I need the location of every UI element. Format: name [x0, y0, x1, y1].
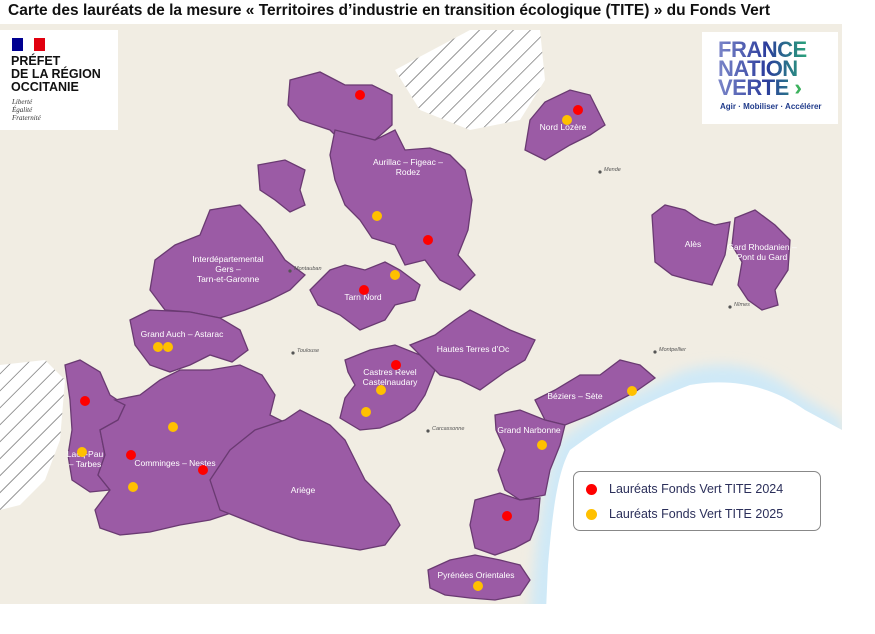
city-label: Nîmes — [734, 302, 750, 308]
laureate-marker-2025 — [473, 581, 483, 591]
laureate-marker-2024 — [126, 450, 136, 460]
legend-item-2024: Lauréats Fonds Vert TITE 2024 — [586, 482, 783, 496]
territory-area — [408, 309, 536, 391]
territory-area — [469, 492, 541, 556]
laureate-marker-2025 — [168, 422, 178, 432]
laureate-marker-2024 — [573, 105, 583, 115]
territory-label: Interdépartemental Gers – Tarn-et-Garonne — [192, 254, 263, 284]
laureate-marker-2025 — [372, 211, 382, 221]
territory-area — [651, 204, 731, 286]
city-marker — [288, 269, 292, 273]
city-label: Toulouse — [297, 348, 319, 354]
logo-line: PRÉFET — [11, 54, 61, 68]
map-title: Carte des lauréats de la mesure « Territ… — [8, 2, 770, 19]
territory-area — [427, 554, 531, 601]
yellow-dot-icon — [586, 508, 597, 520]
laureate-marker-2024 — [359, 285, 369, 295]
motto-line: Égalité — [12, 106, 33, 114]
territory-area — [257, 159, 306, 213]
territory-label: Grand Auch – Astarac — [141, 329, 224, 339]
territory-area — [494, 409, 566, 501]
laureate-marker-2024 — [391, 360, 401, 370]
territory-area — [524, 89, 606, 161]
territory-label: Aurillac – Figeac – Rodez — [373, 157, 443, 177]
occitanie-map: Mende Montauban Toulouse Carcassonne Montpel… — [0, 24, 875, 634]
territory-label: Nord Lozère — [540, 122, 587, 132]
legend-label: Lauréats Fonds Vert TITE 2025 — [609, 507, 784, 521]
city-marker — [728, 305, 732, 309]
city-label: Carcassonne — [432, 426, 464, 432]
legend-item-2025: Lauréats Fonds Vert TITE 2025 — [586, 507, 783, 521]
territory-label: Gard Rhodanien – Pont du Gard — [727, 242, 797, 262]
french-flag-icon — [12, 38, 45, 51]
map-legend: Lauréats Fonds Vert TITE 2024 Lauréats F… — [573, 471, 821, 531]
laureate-marker-2024 — [502, 511, 512, 521]
laureate-marker-2025 — [562, 115, 572, 125]
laureate-marker-2025 — [163, 342, 173, 352]
territory-label: Comminges – Nestes — [134, 458, 215, 468]
logo-line: DE LA RÉGION — [11, 67, 101, 81]
territory-label: Alès — [685, 239, 702, 249]
legend-label: Lauréats Fonds Vert TITE 2024 — [609, 482, 784, 496]
laureate-marker-2025 — [537, 440, 547, 450]
logo-tagline: Agir · Mobiliser · Accélérer — [720, 102, 822, 111]
city-label: Montauban — [294, 266, 322, 272]
laureate-marker-2024 — [80, 396, 90, 406]
laureate-marker-2024 — [198, 465, 208, 475]
city-marker — [653, 350, 657, 354]
prefet-occitanie-logo: PRÉFET DE LA RÉGION OCCITANIE Liberté Ég… — [0, 30, 118, 130]
laureate-marker-2025 — [627, 386, 637, 396]
red-dot-icon — [586, 483, 597, 495]
laureate-marker-2025 — [153, 342, 163, 352]
laureate-marker-2025 — [128, 482, 138, 492]
laureate-marker-2024 — [423, 235, 433, 245]
laureate-marker-2025 — [361, 407, 371, 417]
territory-label: Ariège — [291, 485, 316, 495]
france-nation-verte-logo: FRANCE NATION VERTE › Agir · Mobiliser ·… — [702, 32, 838, 124]
neighbour-region-hatched — [395, 30, 545, 130]
laureate-marker-2024 — [355, 90, 365, 100]
city-label: Montpellier — [659, 347, 687, 353]
logo-line: VERTE — [718, 75, 789, 100]
territory-area — [329, 129, 476, 291]
territory-area — [209, 409, 401, 551]
chevron-right-icon: › — [794, 75, 802, 100]
city-marker — [598, 170, 602, 174]
laureate-marker-2025 — [77, 447, 87, 457]
city-marker — [291, 351, 295, 355]
territory-area — [731, 209, 791, 311]
territory-label: Tarn Nord — [344, 292, 382, 302]
territory-label: Pyrénées Orientales — [437, 570, 514, 580]
laureate-marker-2025 — [376, 385, 386, 395]
laureate-marker-2025 — [390, 270, 400, 280]
city-marker — [426, 429, 430, 433]
logo-line: OCCITANIE — [11, 80, 79, 94]
neighbour-region-hatched — [0, 360, 65, 510]
city-label: Mende — [604, 167, 621, 173]
territory-label: Hautes Terres d’Oc — [437, 344, 510, 354]
territory-area — [287, 71, 393, 146]
motto-line: Fraternité — [12, 114, 41, 122]
territory-label: Béziers – Sète — [547, 391, 603, 401]
territory-area — [129, 309, 249, 373]
motto-line: Liberté — [12, 98, 33, 106]
territory-label: Castres Revel Castelnaudary — [363, 367, 419, 387]
territory-label: Grand Narbonne — [497, 425, 561, 435]
